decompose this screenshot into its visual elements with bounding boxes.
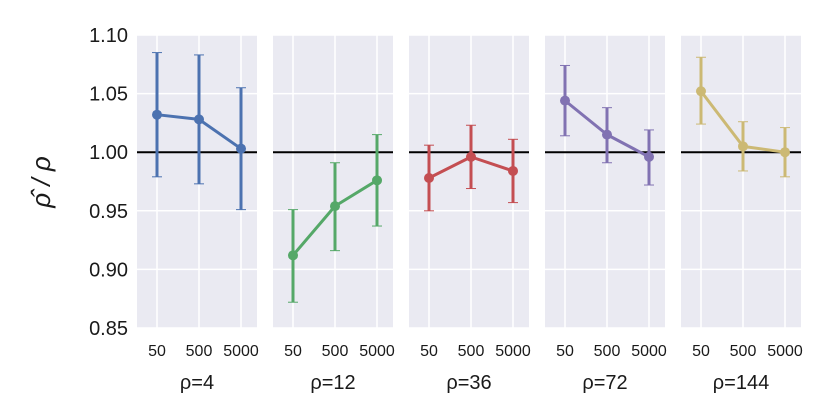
y-tick-label: 1.05 xyxy=(89,84,128,106)
x-tick-label: 5000 xyxy=(631,343,667,360)
x-tick-label: 500 xyxy=(730,343,757,360)
panel-title: ρ=36 xyxy=(446,372,491,394)
data-point xyxy=(236,143,246,154)
panel-title: ρ=12 xyxy=(310,372,355,394)
data-point xyxy=(330,201,340,212)
x-tick-label: 5000 xyxy=(495,343,531,360)
data-point xyxy=(602,129,612,140)
data-point xyxy=(152,109,162,120)
x-tick-label: 50 xyxy=(692,343,710,360)
x-tick-label: 50 xyxy=(284,343,302,360)
x-tick-label: 500 xyxy=(594,343,621,360)
y-axis-label: ρ̂ / ρ xyxy=(26,156,56,209)
panel-title: ρ=4 xyxy=(180,372,214,394)
x-tick-label: 5000 xyxy=(359,343,395,360)
y-tick-label: 0.90 xyxy=(89,259,128,281)
y-tick-label: 1.10 xyxy=(89,25,128,47)
x-tick-label: 50 xyxy=(420,343,438,360)
panel-background xyxy=(545,35,665,328)
panel-title: ρ=144 xyxy=(713,372,769,394)
data-point xyxy=(372,175,382,186)
x-tick-label: 50 xyxy=(148,343,166,360)
x-tick-label: 500 xyxy=(186,343,213,360)
x-tick-label: 50 xyxy=(556,343,574,360)
panel-background xyxy=(137,35,257,328)
x-tick-label: 5000 xyxy=(767,343,803,360)
x-tick-label: 5000 xyxy=(223,343,259,360)
data-point xyxy=(644,151,654,162)
data-point xyxy=(288,250,298,261)
data-point xyxy=(424,172,434,183)
y-tick-label: 1.00 xyxy=(89,142,128,164)
data-point xyxy=(508,165,518,176)
data-point xyxy=(560,95,570,106)
data-point xyxy=(738,141,748,152)
x-tick-label: 500 xyxy=(322,343,349,360)
panel-background xyxy=(681,35,801,328)
data-point xyxy=(194,114,204,125)
data-point xyxy=(696,86,706,97)
y-tick-label: 0.85 xyxy=(89,318,128,340)
y-tick-label: 0.95 xyxy=(89,201,128,223)
x-tick-label: 500 xyxy=(458,343,485,360)
panel-title: ρ=72 xyxy=(582,372,627,394)
data-point xyxy=(780,147,790,158)
data-point xyxy=(466,151,476,162)
